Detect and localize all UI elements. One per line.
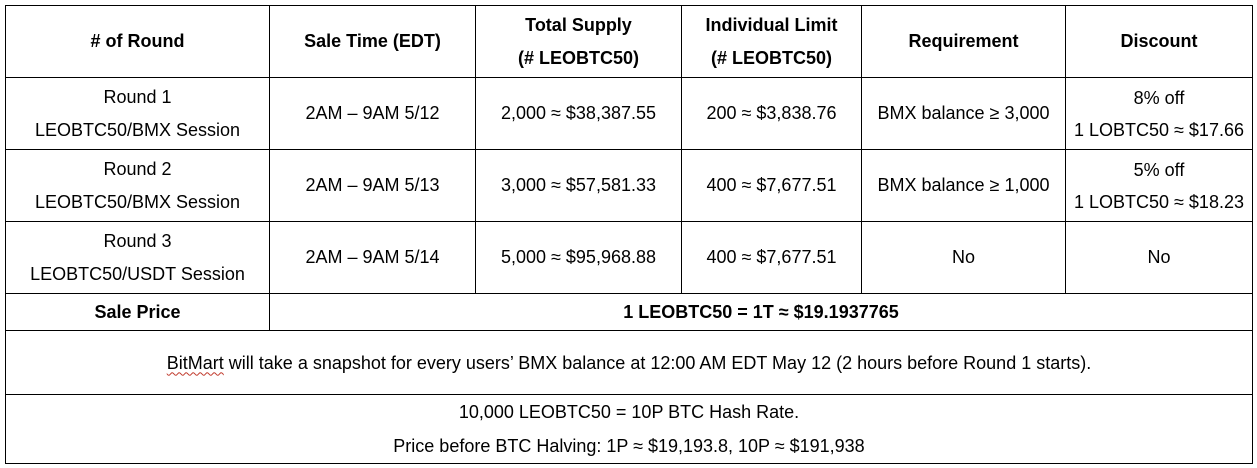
hash-note: 10,000 LEOBTC50 = 10P BTC Hash Rate. Pri… [5,394,1253,464]
header-sale-time: Sale Time (EDT) [269,5,476,78]
round-cell: Round 1 LEOBTC50/BMX Session [5,77,270,150]
sale-time-cell: 2AM – 9AM 5/12 [269,77,476,150]
header-total-supply: Total Supply (# LEOBTC50) [475,5,682,78]
discount-cell: No [1065,221,1253,294]
round-session: LEOBTC50/BMX Session [34,191,241,212]
discount-percent: 5% off [1133,159,1185,180]
snapshot-note-row: BitMart will take a snapshot for every u… [5,330,1253,395]
sale-price-label: Sale Price [5,293,270,331]
header-discount: Discount [1065,5,1253,78]
discount-cell: 5% off 1 LOBTC50 ≈ $18.23 [1065,149,1253,222]
round-name: Round 3 [103,230,172,251]
token-sale-table: # of Round Sale Time (EDT) Total Supply … [5,5,1253,464]
header-round: # of Round [5,5,270,78]
header-individual-limit: Individual Limit (# LEOBTC50) [681,5,862,78]
individual-limit-cell: 400 ≈ $7,677.51 [681,149,862,222]
table-row: Round 2 LEOBTC50/BMX Session 2AM – 9AM 5… [5,149,1253,222]
individual-limit-cell: 200 ≈ $3,838.76 [681,77,862,150]
discount-price: 1 LOBTC50 ≈ $17.66 [1074,119,1244,140]
snapshot-brand: BitMart [166,352,224,373]
header-total-supply-line2: (# LEOBTC50) [517,47,640,68]
sale-time-cell: 2AM – 9AM 5/13 [269,149,476,222]
round-name: Round 1 [103,86,172,107]
header-individual-limit-line1: Individual Limit [705,14,838,35]
round-cell: Round 2 LEOBTC50/BMX Session [5,149,270,222]
header-requirement: Requirement [861,5,1066,78]
total-supply-cell: 3,000 ≈ $57,581.33 [475,149,682,222]
header-total-supply-line1: Total Supply [525,14,632,35]
table-row: Round 3 LEOBTC50/USDT Session 2AM – 9AM … [5,221,1253,294]
hash-note-row: 10,000 LEOBTC50 = 10P BTC Hash Rate. Pri… [5,394,1253,464]
sale-time-cell: 2AM – 9AM 5/14 [269,221,476,294]
requirement-cell: No [861,221,1066,294]
total-supply-cell: 5,000 ≈ $95,968.88 [475,221,682,294]
discount-percent: 8% off [1133,87,1185,108]
header-row: # of Round Sale Time (EDT) Total Supply … [5,5,1253,78]
discount-price: 1 LOBTC50 ≈ $18.23 [1074,191,1244,212]
header-individual-limit-line2: (# LEOBTC50) [710,47,833,68]
snapshot-text: will take a snapshot for every users’ BM… [223,352,1092,373]
snapshot-note: BitMart will take a snapshot for every u… [5,330,1253,395]
halving-price-line: Price before BTC Halving: 1P ≈ $19,193.8… [393,436,865,456]
discount-cell: 8% off 1 LOBTC50 ≈ $17.66 [1065,77,1253,150]
requirement-cell: BMX balance ≥ 3,000 [861,77,1066,150]
hash-rate-line: 10,000 LEOBTC50 = 10P BTC Hash Rate. [458,402,800,422]
individual-limit-cell: 400 ≈ $7,677.51 [681,221,862,294]
sale-price-value: 1 LEOBTC50 = 1T ≈ $19.1937765 [269,293,1253,331]
round-cell: Round 3 LEOBTC50/USDT Session [5,221,270,294]
round-session: LEOBTC50/BMX Session [34,119,241,140]
table-row: Round 1 LEOBTC50/BMX Session 2AM – 9AM 5… [5,77,1253,150]
round-name: Round 2 [103,158,172,179]
round-session: LEOBTC50/USDT Session [30,263,245,284]
sale-price-row: Sale Price 1 LEOBTC50 = 1T ≈ $19.1937765 [5,293,1253,331]
total-supply-cell: 2,000 ≈ $38,387.55 [475,77,682,150]
requirement-cell: BMX balance ≥ 1,000 [861,149,1066,222]
